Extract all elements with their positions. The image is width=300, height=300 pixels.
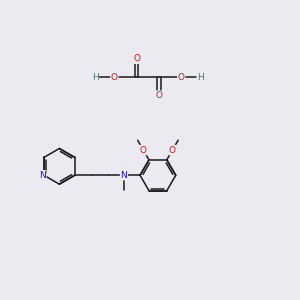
Text: N: N — [39, 171, 46, 180]
Text: N: N — [121, 171, 127, 180]
Text: O: O — [140, 146, 147, 154]
Text: O: O — [169, 146, 176, 154]
Text: O: O — [178, 73, 185, 82]
Text: O: O — [111, 73, 118, 82]
Text: H: H — [197, 73, 204, 82]
Text: O: O — [155, 91, 162, 100]
Text: O: O — [133, 54, 140, 63]
Text: H: H — [92, 73, 98, 82]
